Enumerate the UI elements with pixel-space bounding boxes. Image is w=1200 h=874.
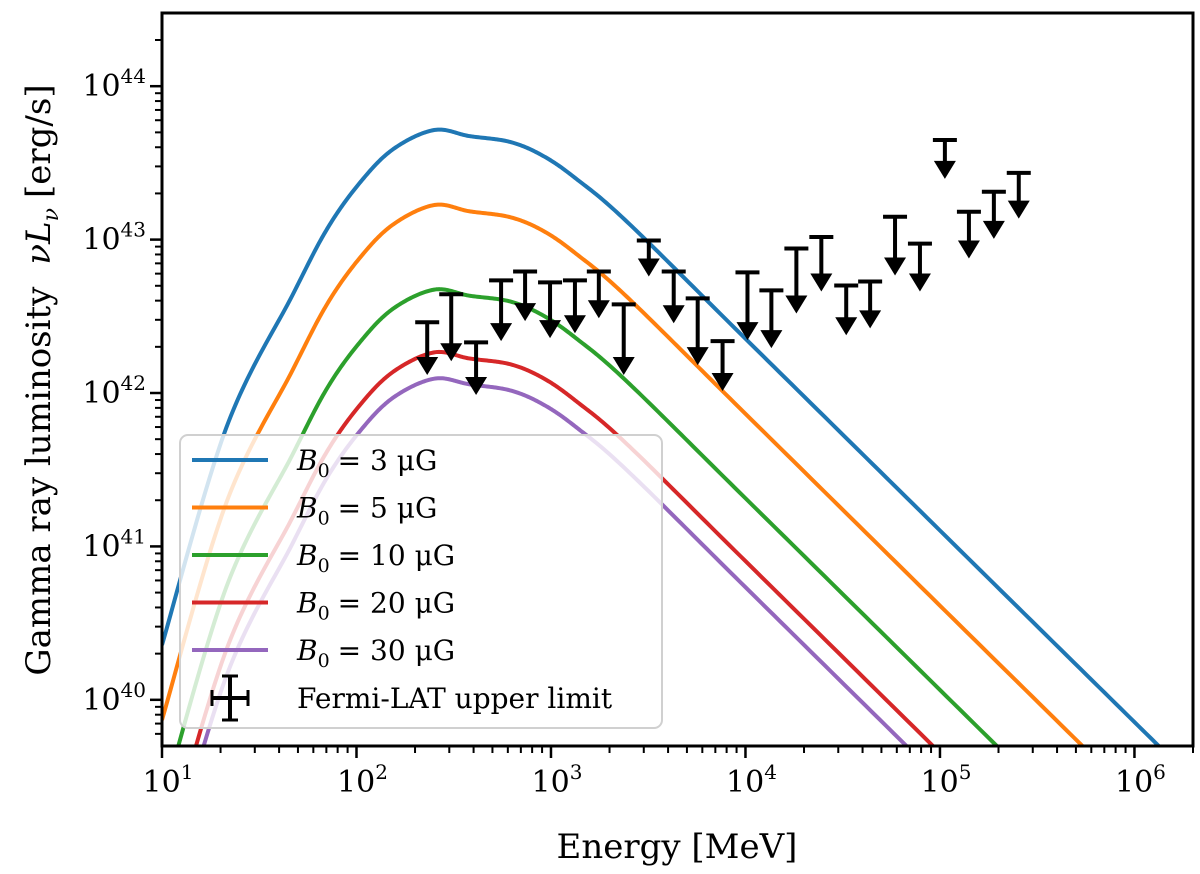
y-tick-label: 1044 — [82, 64, 146, 104]
down-arrow-icon — [686, 347, 709, 366]
down-arrow-icon — [490, 323, 513, 342]
upper-limit-marker — [981, 189, 1006, 239]
upper-limit-marker — [932, 137, 957, 179]
down-arrow-icon — [514, 303, 537, 322]
upper-limit-marker — [883, 214, 908, 276]
down-arrow-icon — [884, 257, 907, 276]
y-tick-label: 1043 — [82, 218, 146, 258]
y-axis-label: Gamma ray luminosityνLν[erg/s] — [19, 84, 64, 675]
upper-limit-marker — [759, 288, 784, 349]
down-arrow-icon — [662, 305, 685, 324]
legend-frame — [179, 434, 663, 729]
y-tick-label: 1041 — [82, 524, 146, 564]
legend-item-upper-limit: Fermi-LAT upper limit — [210, 674, 613, 722]
y-tick-label: 1040 — [82, 678, 146, 718]
upper-limit-marker — [735, 270, 760, 341]
upper-limit-marker — [858, 279, 883, 329]
y-tick-label: 1042 — [82, 371, 146, 411]
down-arrow-icon — [1007, 200, 1030, 219]
upper-limit-marker — [1006, 170, 1031, 219]
x-tick-label: 101 — [143, 760, 194, 800]
series-line-1 — [162, 202, 1084, 746]
down-arrow-icon — [760, 330, 783, 349]
upper-limit-marker — [685, 296, 710, 366]
x-tick-label: 105 — [921, 760, 972, 800]
upper-limit-marker — [809, 234, 834, 292]
upper-limit-marker — [538, 280, 563, 339]
legend-item: B0 = 3 μG — [192, 444, 437, 482]
down-arrow-icon — [835, 317, 858, 336]
upper-limit-marker — [907, 241, 932, 292]
upper-limit-marker — [611, 302, 636, 376]
down-arrow-icon — [957, 240, 980, 259]
upper-limit-markers — [415, 137, 1031, 396]
upper-limit-marker — [464, 340, 489, 396]
upper-limit-marker — [489, 278, 514, 342]
upper-limit-marker — [562, 278, 587, 334]
down-arrow-icon — [563, 315, 586, 334]
legend-item: B0 = 10 μG — [192, 539, 455, 577]
down-arrow-icon — [810, 273, 833, 292]
upper-limit-marker — [710, 339, 735, 392]
x-tick-label: 106 — [1115, 760, 1166, 800]
legend-label: Fermi-LAT upper limit — [297, 682, 613, 715]
legend-label: B0 = 30 μG — [296, 634, 455, 672]
series-line-0 — [162, 127, 1161, 746]
upper-limit-marker — [834, 283, 859, 336]
upper-limit-marker — [636, 238, 661, 277]
down-arrow-icon — [539, 320, 562, 339]
down-arrow-icon — [933, 160, 956, 179]
x-tick-label: 104 — [726, 760, 777, 800]
legend-label: B0 = 20 μG — [296, 587, 455, 625]
upper-limit-marker — [784, 246, 809, 314]
upper-limit-marker — [513, 269, 538, 322]
upper-limit-marker — [661, 269, 686, 324]
plot-frame — [160, 11, 1195, 748]
down-arrow-icon — [859, 310, 882, 329]
down-arrow-icon — [982, 220, 1005, 239]
upper-limit-marker — [956, 209, 981, 259]
legend: B0 = 3 μG B0 = 5 μG B0 = 10 μG B0 = 20 μG B0 = 30… — [179, 434, 663, 729]
down-arrow-icon — [416, 357, 439, 376]
x-axis-label: Energy [MeV] — [557, 827, 798, 867]
upper-limit-marker — [586, 269, 611, 319]
down-arrow-icon — [908, 273, 931, 292]
down-arrow-icon — [637, 258, 660, 277]
down-arrow-icon — [440, 343, 463, 362]
x-tick-label: 102 — [337, 760, 388, 800]
legend-label: B0 = 10 μG — [296, 539, 455, 577]
down-arrow-icon — [736, 322, 759, 341]
down-arrow-icon — [612, 357, 635, 376]
down-arrow-icon — [785, 295, 808, 314]
legend-label: B0 = 5 μG — [296, 492, 437, 530]
down-arrow-icon — [587, 300, 610, 319]
upper-limit-marker — [415, 320, 440, 376]
legend-label: B0 = 3 μG — [296, 444, 437, 482]
upper-limit-marker — [439, 292, 464, 362]
x-tick-label: 103 — [532, 760, 583, 800]
legend-item: B0 = 30 μG — [192, 634, 455, 672]
legend-item: B0 = 20 μG — [192, 587, 455, 625]
down-arrow-icon — [465, 377, 488, 396]
legend-item: B0 = 5 μG — [192, 492, 437, 530]
down-arrow-icon — [711, 373, 734, 392]
